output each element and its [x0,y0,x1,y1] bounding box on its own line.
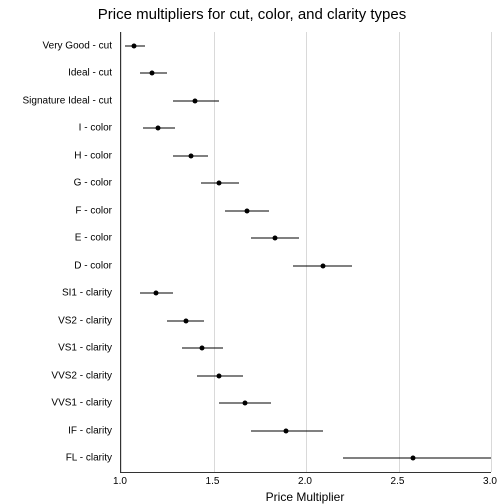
chart-title: Price multipliers for cut, color, and cl… [0,6,504,23]
error-bar [343,458,491,459]
point-marker [283,428,288,433]
gridline [121,32,122,472]
point-marker [217,181,222,186]
x-tick-label: 2.5 [391,476,405,487]
y-tick-label: VS1 - clarity [0,343,112,354]
gridline [306,32,307,472]
y-tick-label: SI1 - clarity [0,288,112,299]
x-tick-label: 3.0 [483,476,497,487]
y-tick-label: I - color [0,123,112,134]
x-axis-label: Price Multiplier [0,490,490,504]
y-tick-label: Signature Ideal - cut [0,95,112,106]
point-marker [217,373,222,378]
y-tick-label: F - color [0,205,112,216]
y-tick-label: G - color [0,178,112,189]
point-marker [183,318,188,323]
point-marker [150,71,155,76]
plot-area [120,32,491,473]
x-tick-label: 1.5 [206,476,220,487]
point-marker [189,153,194,158]
gridline [214,32,215,472]
y-tick-label: H - color [0,150,112,161]
point-marker [242,401,247,406]
point-marker [193,98,198,103]
y-tick-label: E - color [0,233,112,244]
x-tick-label: 2.0 [298,476,312,487]
point-marker [244,208,249,213]
y-tick-label: Very Good - cut [0,40,112,51]
point-marker [156,126,161,131]
gridline [399,32,400,472]
y-tick-label: VS2 - clarity [0,315,112,326]
point-marker [131,43,136,48]
point-marker [320,263,325,268]
point-marker [272,236,277,241]
gridline [491,32,492,472]
y-tick-label: VVS2 - clarity [0,370,112,381]
y-tick-label: VVS1 - clarity [0,398,112,409]
y-tick-label: D - color [0,260,112,271]
x-tick-label: 1.0 [113,476,127,487]
y-tick-label: IF - clarity [0,425,112,436]
price-multiplier-chart: Price multipliers for cut, color, and cl… [0,0,504,504]
point-marker [411,456,416,461]
point-marker [154,291,159,296]
y-tick-label: FL - clarity [0,453,112,464]
point-marker [200,346,205,351]
y-tick-label: Ideal - cut [0,68,112,79]
